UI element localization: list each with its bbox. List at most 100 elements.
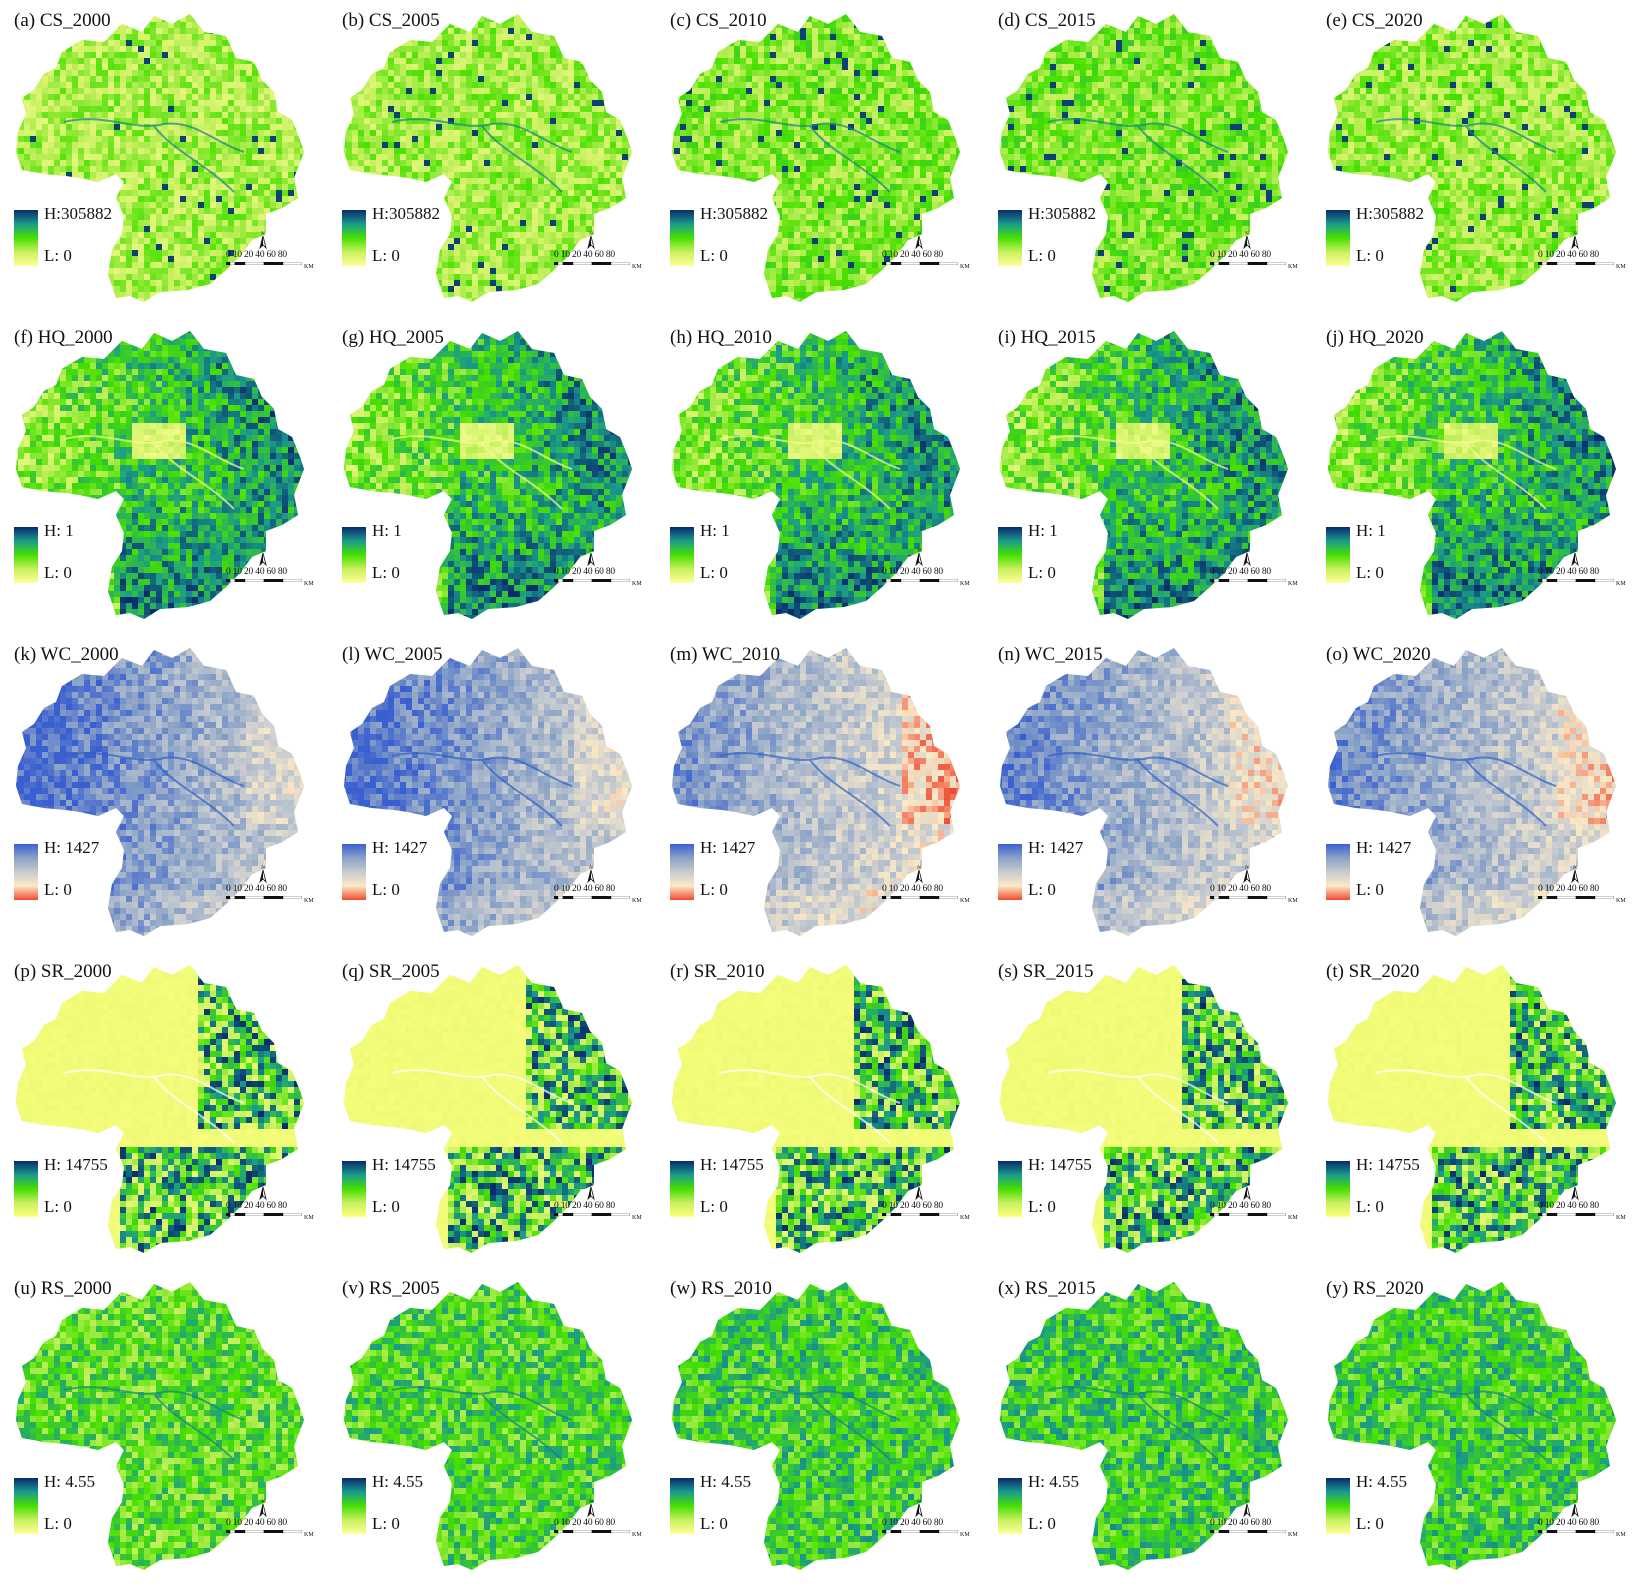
legend-color-ramp (14, 210, 38, 266)
legend-color-ramp (1326, 1161, 1350, 1217)
scale-unit-label: KM (304, 264, 314, 270)
scale-unit-label: KM (632, 1532, 642, 1538)
legend-low-label: L: 0 (1356, 246, 1384, 266)
legend-color-ramp (1326, 210, 1350, 266)
panel-title: (h) HQ_2010 (670, 327, 772, 349)
color-legend: H: 4.55 L: 0 (342, 1478, 462, 1538)
panel-title: (p) SR_2000 (14, 961, 112, 983)
north-arrow-icon: N (586, 547, 596, 567)
legend-high-label: H: 1 (1356, 521, 1386, 541)
scale-unit-label: KM (1288, 898, 1298, 904)
legend-high-label: H:305882 (372, 204, 440, 224)
scale-tick-labels: 0 10 20 40 60 80 (226, 567, 287, 577)
panel-title: (t) SR_2020 (1326, 961, 1419, 983)
north-arrow-icon: N (914, 547, 924, 567)
scale-bar-graphic (882, 896, 958, 899)
north-arrow-icon: N (1570, 864, 1580, 884)
legend-color-ramp (998, 210, 1022, 266)
scale-unit-label: KM (1616, 898, 1626, 904)
scale-bar-graphic (554, 262, 630, 265)
color-legend: H:305882 L: 0 (342, 210, 462, 270)
scale-bar-graphic (226, 896, 302, 899)
color-legend: H: 1427 L: 0 (1326, 844, 1446, 904)
legend-low-label: L: 0 (700, 880, 728, 900)
scale-tick-labels: 0 10 20 40 60 80 (1538, 1201, 1599, 1211)
scale-bar-graphic (1210, 579, 1286, 582)
north-arrow-icon: N (1242, 547, 1252, 567)
scale-bar-graphic (1210, 1213, 1286, 1216)
scale-unit-label: KM (632, 898, 642, 904)
scale-unit-label: KM (632, 581, 642, 587)
scale-bar: 0 10 20 40 60 80 KM (882, 1518, 972, 1548)
panel-title: (r) SR_2010 (670, 961, 764, 983)
north-arrow-icon: N (1570, 230, 1580, 250)
north-arrow-icon: N (914, 1498, 924, 1518)
scale-tick-labels: 0 10 20 40 60 80 (226, 1518, 287, 1528)
color-legend: H: 1 L: 0 (1326, 527, 1446, 587)
legend-color-ramp (670, 210, 694, 266)
scale-bar-graphic (226, 1213, 302, 1216)
legend-high-label: H: 1 (700, 521, 730, 541)
scale-unit-label: KM (304, 898, 314, 904)
panel-title: (n) WC_2015 (998, 644, 1103, 666)
panel-title: (v) RS_2005 (342, 1278, 440, 1300)
north-arrow-icon: N (586, 864, 596, 884)
legend-color-ramp (670, 527, 694, 583)
scale-bar-graphic (554, 579, 630, 582)
legend-color-ramp (998, 844, 1022, 900)
scale-unit-label: KM (1288, 264, 1298, 270)
scale-unit-label: KM (1616, 581, 1626, 587)
scale-unit-label: KM (632, 1215, 642, 1221)
north-arrow-icon: N (258, 1181, 268, 1201)
panel-title: (y) RS_2020 (1326, 1278, 1424, 1300)
scale-bar: 0 10 20 40 60 80 KM (226, 1518, 316, 1548)
scale-bar-graphic (226, 1530, 302, 1533)
legend-low-label: L: 0 (44, 880, 72, 900)
scale-bar: 0 10 20 40 60 80 KM (554, 567, 644, 597)
legend-low-label: L: 0 (1028, 880, 1056, 900)
scale-bar-graphic (1538, 262, 1614, 265)
legend-color-ramp (14, 1478, 38, 1534)
scale-bar: 0 10 20 40 60 80 KM (226, 884, 316, 914)
scale-bar-graphic (554, 1530, 630, 1533)
color-legend: H: 4.55 L: 0 (670, 1478, 790, 1538)
color-legend: H: 1427 L: 0 (342, 844, 462, 904)
legend-high-label: H: 4.55 (372, 1472, 423, 1492)
scale-bar-graphic (1538, 1530, 1614, 1533)
scale-bar: 0 10 20 40 60 80 KM (1538, 884, 1628, 914)
color-legend: H: 1 L: 0 (14, 527, 134, 587)
scale-tick-labels: 0 10 20 40 60 80 (882, 567, 943, 577)
scale-unit-label: KM (304, 1532, 314, 1538)
scale-tick-labels: 0 10 20 40 60 80 (226, 1201, 287, 1211)
scale-bar: 0 10 20 40 60 80 KM (226, 567, 316, 597)
scale-unit-label: KM (1288, 581, 1298, 587)
north-arrow-icon: N (586, 230, 596, 250)
scale-bar: 0 10 20 40 60 80 KM (554, 884, 644, 914)
color-legend: H: 4.55 L: 0 (1326, 1478, 1446, 1538)
scale-bar-graphic (882, 1530, 958, 1533)
scale-unit-label: KM (960, 1215, 970, 1221)
scale-tick-labels: 0 10 20 40 60 80 (882, 884, 943, 894)
legend-color-ramp (14, 527, 38, 583)
panel-title: (c) CS_2010 (670, 10, 767, 32)
panel-title: (u) RS_2000 (14, 1278, 112, 1300)
scale-tick-labels: 0 10 20 40 60 80 (226, 250, 287, 260)
legend-color-ramp (998, 1478, 1022, 1534)
legend-high-label: H: 4.55 (700, 1472, 751, 1492)
scale-bar: 0 10 20 40 60 80 KM (1538, 250, 1628, 280)
scale-bar: 0 10 20 40 60 80 KM (882, 567, 972, 597)
color-legend: H: 1 L: 0 (998, 527, 1118, 587)
scale-unit-label: KM (1616, 1215, 1626, 1221)
legend-low-label: L: 0 (700, 1197, 728, 1217)
